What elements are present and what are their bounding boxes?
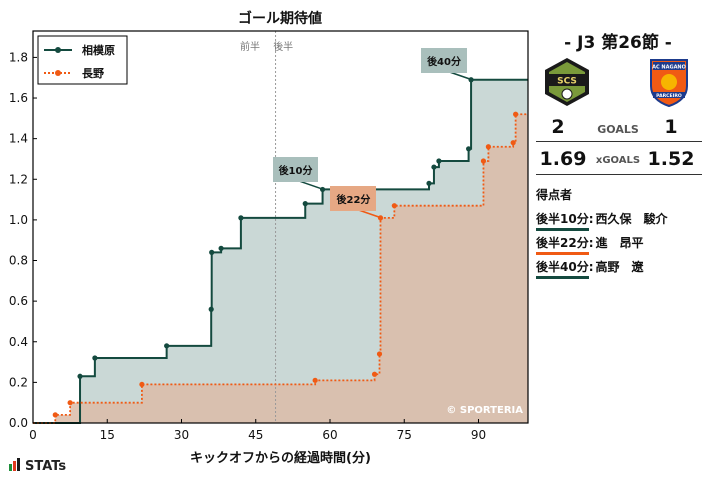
scorer-row: 後半22分: 進 昂平 [536,234,644,255]
series-fill-1 [33,114,528,424]
home-xgoals: 1.69 [539,148,587,170]
first-half-label: 前半 [240,42,260,53]
goal-callout: 後22分 [330,185,377,211]
away-goals: 1 [664,116,678,138]
legend-marker [55,70,61,76]
data-point [466,146,472,152]
x-tick-label: 75 [397,428,412,442]
scorer-separator: : [588,236,594,250]
scorer-time: 後半40分 [536,258,589,279]
home-crest-text: SCS [557,77,577,87]
goals-label: GOALS [597,123,639,136]
stats-logo-text: STATs [25,459,67,474]
goal-callout: 後10分 [272,157,319,183]
x-tick-label: 15 [100,428,115,442]
legend-marker [55,47,61,53]
data-point [139,381,145,388]
data-point [480,158,487,164]
data-point [92,355,98,361]
away-crest: AC NAGANO PARCEIRO [643,56,695,108]
chart-title: ゴール期待値 [238,11,322,27]
y-tick-label: 0.4 [9,335,28,349]
data-point [485,144,491,150]
scorer-name: 進 昂平 [595,236,644,250]
y-tick-label: 1.8 [9,50,28,64]
plot-frame [32,30,529,424]
data-point [319,186,326,193]
goal-callout: 後40分 [421,47,467,73]
data-point [164,343,170,349]
x-tick-label: 60 [322,428,337,442]
away-crest-text-bottom: PARCEIRO [656,93,682,99]
xgoals-label: xGOALS [595,155,641,166]
y-tick-label: 1.2 [9,172,28,186]
divider [536,141,702,142]
scorer-name: 西久保 駿介 [595,212,668,226]
stats-logo-icon [9,458,21,475]
y-tick-label: 0.6 [9,294,28,308]
data-point [377,215,384,221]
legend-box [37,35,128,85]
match-panel: - J3 第26節 - SCS AC NAGANO PARCEIRO 2 GOA… [533,0,707,479]
scorer-time: 後半10分 [536,210,589,231]
data-point [77,373,83,379]
data-point [376,351,383,357]
scorer-separator: : [588,212,594,226]
y-tick-label: 1.6 [9,91,28,105]
x-tick-label: 45 [248,428,263,442]
match-title: - J3 第26節 - [564,33,672,53]
legend-label: 相模原 [82,43,115,57]
data-point [67,400,73,406]
scorer-name: 高野 遼 [595,260,644,274]
home-crest: SCS [541,56,593,108]
data-point [436,158,442,164]
y-tick-label: 1.4 [9,132,28,146]
second-half-label: 後半 [273,42,294,53]
data-point [426,180,432,186]
data-point [510,140,516,146]
data-point [208,306,214,312]
x-tick-label: 0 [29,428,37,442]
data-point [391,203,397,209]
scorer-row: 後半40分: 高野 遼 [536,258,644,279]
x-tick-label: 30 [174,428,189,442]
y-tick-label: 0.8 [9,254,28,268]
x-axis-label: キックオフからの経過時間(分) [190,451,371,466]
home-goals: 2 [551,116,565,138]
scorers-title: 得点者 [536,188,573,202]
x-tick-label: 90 [471,428,486,442]
legend-label: 長野 [82,67,104,80]
scorer-separator: : [588,260,594,274]
half-labels: 前半 後半 [240,38,293,53]
y-tick-label: 0.2 [9,375,28,389]
data-point [52,412,58,418]
divider [536,174,702,175]
series-line-0 [33,78,528,424]
data-point [302,201,308,207]
away-xgoals: 1.52 [647,148,695,170]
data-point [238,215,244,221]
scorer-time: 後半22分 [536,234,589,255]
data-point [513,111,519,117]
copyright: © SPORTERIA [446,405,523,416]
data-point [209,249,215,255]
data-point [468,77,474,83]
y-tick-label: 0.0 [9,416,28,430]
data-point [312,377,318,383]
data-point [371,371,378,377]
data-point [431,164,437,170]
stats-logo: STATs [9,458,66,475]
data-point [218,245,224,251]
y-tick-label: 1.0 [9,213,28,227]
away-crest-text-top: AC NAGANO [652,65,686,71]
scorer-row: 後半10分: 西久保 駿介 [536,210,668,231]
